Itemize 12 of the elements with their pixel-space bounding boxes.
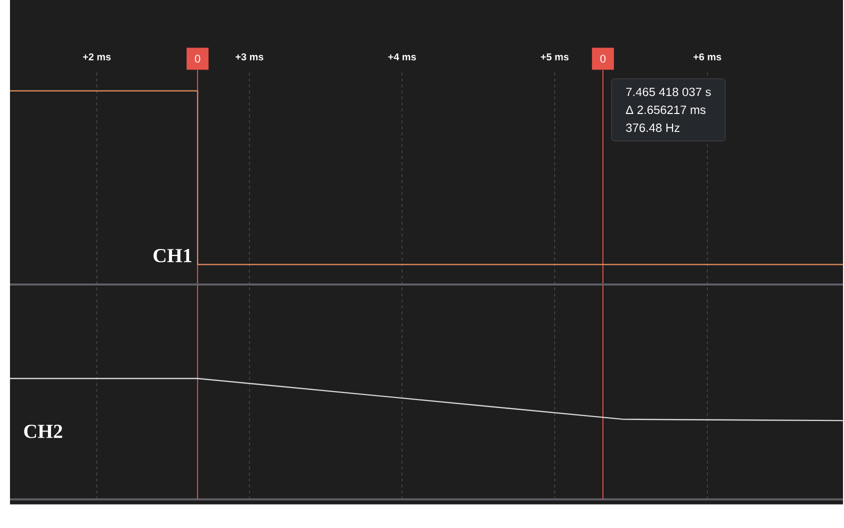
annotation: 7.465 418 037 s — [626, 88, 711, 96]
x-tick-label: +5 ms — [540, 53, 569, 60]
text: 0 — [600, 54, 606, 62]
x-tick-label: +6 ms — [694, 53, 722, 60]
x-tick-label: +2 ms — [83, 53, 111, 60]
x-tick-label: +3 ms — [236, 53, 264, 60]
x-tick-label: +4 ms — [388, 53, 416, 60]
series-label: CH1 — [154, 248, 192, 262]
text: CH2 — [24, 424, 62, 438]
annotation: Δ 2.656217 ms — [626, 105, 706, 114]
text: 0 — [194, 54, 200, 62]
annotation: 376.48 Hz — [626, 123, 680, 132]
